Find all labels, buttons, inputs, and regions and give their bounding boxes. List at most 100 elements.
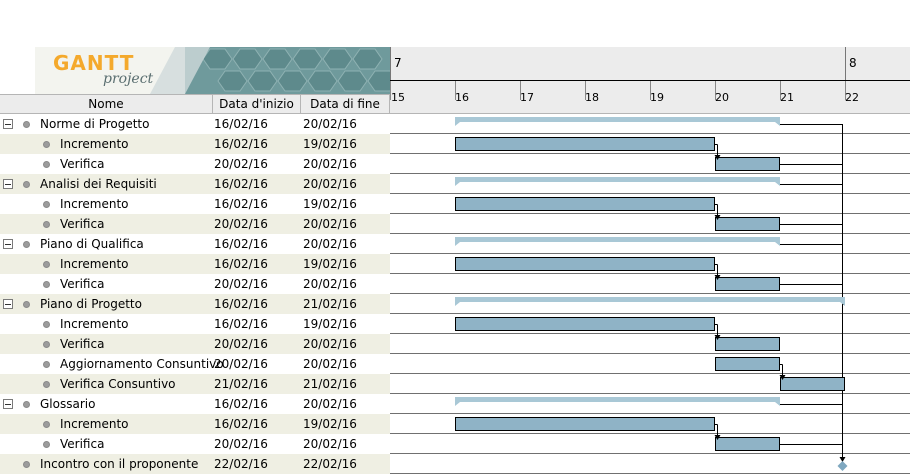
task-end-cell: 20/02/16	[303, 437, 357, 451]
task-name-cell: Piano di Qualifica	[40, 237, 144, 251]
task-bullet-icon	[23, 121, 30, 128]
task-end-cell: 20/02/16	[303, 117, 357, 131]
task-end-cell: 19/02/16	[303, 317, 357, 331]
milestone-marker	[837, 461, 848, 471]
task-name-cell: Verifica Consuntivo	[60, 377, 176, 391]
task-row[interactable]: Verifica 20/02/16 20/02/16	[0, 334, 390, 354]
column-header-start[interactable]: Data d'inizio	[213, 95, 301, 114]
task-start-cell: 16/02/16	[214, 117, 268, 131]
task-name-cell: Verifica	[60, 217, 105, 231]
dependency-arrow	[714, 335, 721, 340]
collapse-toggle-icon[interactable]	[3, 179, 13, 189]
task-end-cell: 19/02/16	[303, 257, 357, 271]
task-end-cell: 22/02/16	[303, 457, 357, 471]
task-row[interactable]: Incontro con il proponente 22/02/16 22/02/…	[0, 454, 390, 474]
task-row[interactable]: Analisi dei Requisiti 16/02/16 20/02/16	[0, 174, 390, 194]
task-end-cell: 20/02/16	[303, 217, 357, 231]
task-name-cell: Verifica	[60, 277, 105, 291]
dependency-arrow	[714, 215, 721, 220]
column-header-end[interactable]: Data di fine	[301, 95, 390, 114]
task-name-cell: Incremento	[60, 197, 129, 211]
task-name-cell: Incremento	[60, 137, 129, 151]
task-bullet-icon	[43, 201, 50, 208]
task-start-cell: 16/02/16	[214, 317, 268, 331]
gantt-chart: 7 8 15 16 17 18 19 20 21 22	[390, 47, 910, 474]
task-row[interactable]: Verifica 20/02/16 20/02/16	[0, 214, 390, 234]
task-row[interactable]: Norme di Progetto 16/02/16 20/02/16	[0, 114, 390, 134]
task-row[interactable]: Incremento 16/02/16 19/02/16	[0, 414, 390, 434]
task-start-cell: 16/02/16	[214, 237, 268, 251]
week-label: 7	[394, 56, 402, 70]
collapse-toggle-icon[interactable]	[3, 299, 13, 309]
dependency-arrow	[839, 457, 846, 462]
task-start-cell: 16/02/16	[214, 397, 268, 411]
collapse-toggle-icon[interactable]	[3, 119, 13, 129]
task-bullet-icon	[43, 441, 50, 448]
task-end-cell: 19/02/16	[303, 137, 357, 151]
task-start-cell: 20/02/16	[214, 337, 268, 351]
task-end-cell: 19/02/16	[303, 197, 357, 211]
task-bullet-icon	[23, 241, 30, 248]
week-label: 8	[849, 56, 857, 70]
task-bar	[455, 417, 715, 431]
dependency-arrow	[714, 275, 721, 280]
task-end-cell: 20/02/16	[303, 277, 357, 291]
task-row[interactable]: Verifica 20/02/16 20/02/16	[0, 434, 390, 454]
task-bar	[455, 257, 715, 271]
task-name-cell: Incontro con il proponente	[40, 457, 199, 471]
task-row[interactable]: Incremento 16/02/16 19/02/16	[0, 194, 390, 214]
task-row[interactable]: Verifica Consuntivo 21/02/16 21/02/16	[0, 374, 390, 394]
task-end-cell: 21/02/16	[303, 297, 357, 311]
day-label: 18	[585, 91, 599, 104]
task-row[interactable]: Verifica 20/02/16 20/02/16	[0, 154, 390, 174]
task-row[interactable]: Piano di Progetto 16/02/16 21/02/16	[0, 294, 390, 314]
task-bar	[715, 217, 780, 231]
column-header-name[interactable]: Nome	[0, 95, 213, 114]
day-label: 21	[780, 91, 794, 104]
task-end-cell: 19/02/16	[303, 417, 357, 431]
task-name-cell: Norme di Progetto	[40, 117, 150, 131]
day-label: 20	[715, 91, 729, 104]
task-start-cell: 20/02/16	[214, 437, 268, 451]
summary-bar	[455, 117, 780, 126]
task-start-cell: 16/02/16	[214, 197, 268, 211]
task-row[interactable]: Aggiornamento Consuntivo 20/02/16 20/02/16	[0, 354, 390, 374]
collapse-toggle-icon[interactable]	[3, 399, 13, 409]
task-name-cell: Aggiornamento Consuntivo	[60, 357, 224, 371]
day-label: 22	[845, 91, 859, 104]
task-row[interactable]: Glossario 16/02/16 20/02/16	[0, 394, 390, 414]
task-start-cell: 16/02/16	[214, 257, 268, 271]
task-table-header: Nome Data d'inizio Data di fine	[0, 94, 390, 114]
logo-word-gantt: GANTT	[53, 51, 135, 75]
task-row[interactable]: Piano di Qualifica 16/02/16 20/02/16	[0, 234, 390, 254]
task-end-cell: 20/02/16	[303, 357, 357, 371]
task-start-cell: 20/02/16	[214, 357, 268, 371]
task-end-cell: 21/02/16	[303, 377, 357, 391]
task-start-cell: 16/02/16	[214, 417, 268, 431]
task-name-cell: Incremento	[60, 317, 129, 331]
task-bullet-icon	[43, 341, 50, 348]
task-name-cell: Verifica	[60, 157, 105, 171]
task-row[interactable]: Incremento 16/02/16 19/02/16	[0, 314, 390, 334]
task-bar	[715, 437, 780, 451]
task-row[interactable]: Incremento 16/02/16 19/02/16	[0, 254, 390, 274]
task-end-cell: 20/02/16	[303, 237, 357, 251]
task-bullet-icon	[23, 401, 30, 408]
task-start-cell: 20/02/16	[214, 157, 268, 171]
task-bar	[715, 157, 780, 171]
logo-hexagon-pattern	[35, 47, 390, 94]
task-bar	[715, 357, 780, 371]
ganttproject-logo: GANTT project	[35, 47, 390, 94]
dependency-arrow	[714, 155, 721, 160]
task-bullet-icon	[23, 301, 30, 308]
day-label: 17	[520, 91, 534, 104]
task-bar	[455, 317, 715, 331]
task-row[interactable]: Incremento 16/02/16 19/02/16	[0, 134, 390, 154]
collapse-toggle-icon[interactable]	[3, 239, 13, 249]
task-name-cell: Incremento	[60, 257, 129, 271]
task-start-cell: 21/02/16	[214, 377, 268, 391]
task-bullet-icon	[23, 461, 30, 468]
task-bullet-icon	[43, 321, 50, 328]
task-row[interactable]: Verifica 20/02/16 20/02/16	[0, 274, 390, 294]
task-end-cell: 20/02/16	[303, 177, 357, 191]
